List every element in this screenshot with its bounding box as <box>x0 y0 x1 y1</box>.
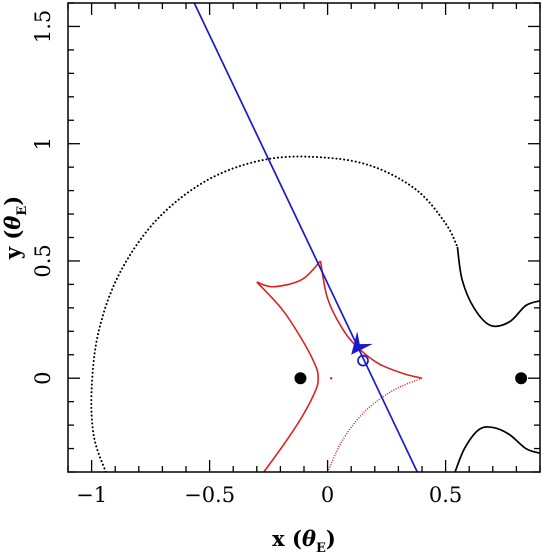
source-marker <box>357 354 369 367</box>
y-tick-label: 0.5 <box>31 244 55 277</box>
trajectory-arrow <box>351 331 373 355</box>
caustic-top-left <box>256 260 322 288</box>
y-tick-label: 1.5 <box>31 10 55 43</box>
critical-curve-upper <box>456 246 540 328</box>
x-tick-label: −0.5 <box>184 483 235 507</box>
caustic-lower-right <box>326 377 423 472</box>
y-tick-label: 1 <box>31 137 55 150</box>
lens-mass-2 <box>515 372 528 385</box>
caustic-upper-right <box>319 260 423 379</box>
tick-labels: −1 −0.5 0 0.5 0 0.5 1 1.5 <box>31 10 462 507</box>
source-trajectory <box>193 3 419 472</box>
lens-mass-1 <box>294 372 307 385</box>
y-axis-label: y (θE) <box>0 196 30 260</box>
critical-curve-lower <box>454 426 540 472</box>
y-tick-label: 0 <box>31 372 55 385</box>
axis-ticks <box>67 2 541 473</box>
plot-frame <box>67 2 541 473</box>
caustic-dot <box>329 377 333 380</box>
critical-curve-dotted <box>90 155 459 472</box>
caustic-left <box>256 281 319 472</box>
x-tick-label: 0 <box>321 483 334 507</box>
x-tick-label: −1 <box>76 483 107 507</box>
x-tick-label: 0.5 <box>429 483 462 507</box>
x-axis-label: x (θE) <box>272 526 336 555</box>
